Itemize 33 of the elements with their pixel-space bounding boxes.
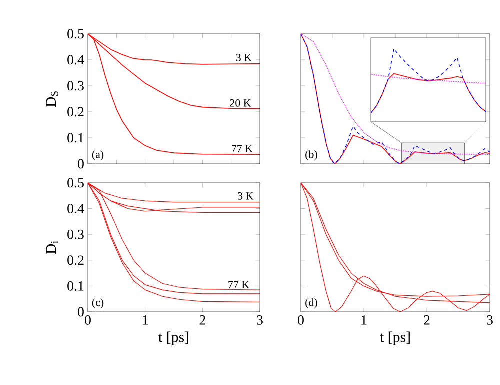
y-tick-label: 0.5 (68, 29, 84, 39)
y-tick-label: 0.2 (68, 107, 84, 117)
annotation: (b) (306, 150, 318, 160)
y-tick-label: 0.1 (68, 281, 84, 291)
y-tick-label: 0.4 (68, 204, 84, 214)
y-tick-label: 0.5 (68, 178, 84, 188)
x-tick-label: 0 (85, 316, 91, 325)
y-axis-title: D$_{S}$ (46, 92, 58, 108)
annotation: (a) (92, 150, 104, 160)
x-tick-label: 3 (257, 316, 263, 325)
y-tick-label: 0 (78, 307, 84, 317)
y-tick-label: 0 (78, 159, 84, 169)
x-axis-title: t [ps] (158, 332, 188, 346)
y-tick-label: 0.1 (68, 133, 84, 143)
annotation: 77 K (228, 281, 250, 288)
x-tick-label: 3 (487, 316, 493, 325)
annotation: 20 K (230, 100, 252, 107)
x-tick-label: 2 (424, 316, 430, 325)
annotation: (c) (92, 298, 104, 309)
y-tick-label: 0.4 (68, 55, 84, 65)
x-tick-label: 1 (362, 316, 367, 325)
annotation: 3 K (236, 54, 252, 62)
y-tick-label: 0.3 (68, 81, 84, 91)
y-axis-title: D$_{i}$ (46, 241, 58, 254)
x-axis-title: t [ps] (380, 332, 410, 346)
x-tick-label: 0 (298, 316, 304, 325)
x-tick-label: 2 (200, 316, 206, 325)
annotation: (d) (306, 298, 318, 309)
y-tick-label: 0.2 (68, 256, 84, 266)
annotation: 77 K (232, 145, 253, 152)
annotation: 3 K (238, 192, 254, 200)
x-tick-label: 1 (143, 316, 148, 325)
y-tick-label: 0.3 (68, 230, 84, 240)
